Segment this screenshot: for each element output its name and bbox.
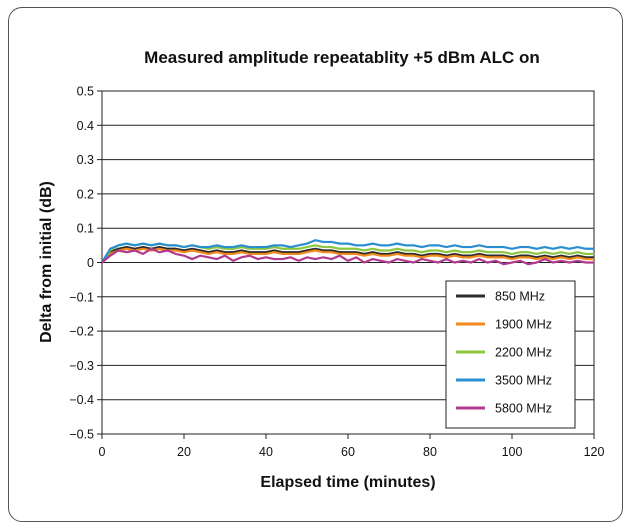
x-tick-label: 100	[502, 445, 523, 459]
x-tick-label: 40	[259, 445, 273, 459]
y-axis-title: Delta from initial (dB)	[38, 181, 55, 343]
legend-label-3500-mhz: 3500 MHz	[495, 374, 552, 388]
y-tick-label: 0.3	[77, 153, 94, 167]
legend: 850 MHz 1900 MHz 2200 MHz 3500 MHz 5800 MHz	[445, 280, 576, 429]
y-tick-label: 0.2	[77, 187, 94, 201]
legend-box	[445, 280, 576, 429]
y-tick-label: −0.4	[69, 393, 94, 407]
y-tick-label: −0.3	[69, 359, 94, 373]
x-tick-label: 20	[177, 445, 191, 459]
x-tick-label: 120	[584, 445, 605, 459]
x-tick-label: 0	[99, 445, 106, 459]
x-axis-title: Elapsed time (minutes)	[260, 474, 435, 491]
series-line-5800-mhz	[101, 247, 594, 266]
y-tick-label: 0.5	[77, 85, 94, 99]
legend-label-5800-mhz: 5800 MHz	[495, 402, 552, 416]
x-tick-label: 60	[341, 445, 355, 459]
y-axis-ticks: 0.5 0.4 0.3 0.2 0.1 0 −0.1 −0.2 −0.3 −0.4 −0.5	[69, 85, 102, 442]
y-tick-label: 0.1	[77, 222, 94, 236]
y-tick-label: 0.4	[77, 119, 94, 133]
y-tick-label: −0.5	[69, 428, 94, 442]
series-line-850-mhz	[101, 245, 594, 264]
y-tick-label: −0.1	[69, 290, 94, 304]
y-tick-label: −0.2	[69, 325, 94, 339]
legend-label-2200-mhz: 2200 MHz	[495, 346, 552, 360]
x-axis-ticks: 0 20 40 60 80 100 120	[99, 434, 605, 459]
chart-frame	[8, 7, 623, 522]
series-group	[101, 239, 594, 266]
legend-label-1900-mhz: 1900 MHz	[495, 318, 552, 332]
x-tick-label: 80	[423, 445, 437, 459]
chart-title: Measured amplitude repeatablity +5 dBm A…	[144, 48, 540, 67]
legend-label-850-mhz: 850 MHz	[495, 290, 545, 304]
series-line-1900-mhz	[101, 247, 594, 264]
y-tick-label: 0	[87, 256, 94, 270]
series-line-3500-mhz	[101, 239, 594, 264]
